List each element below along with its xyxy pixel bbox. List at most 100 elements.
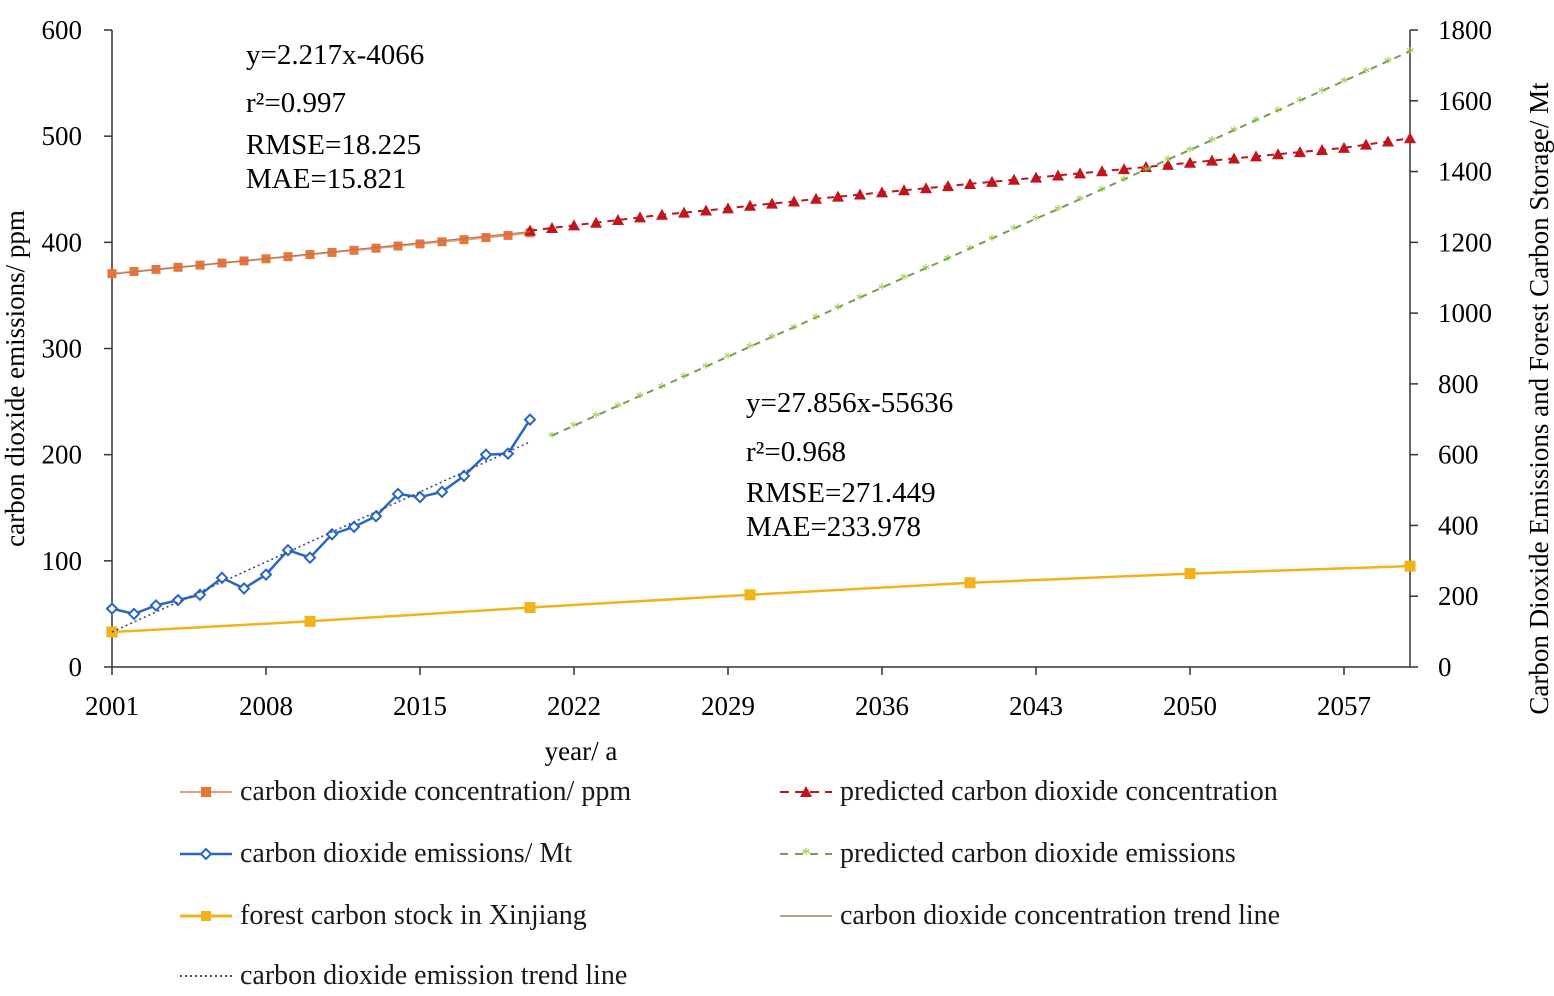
chart-svg: 0 100 200 300 400 500 600 0 200 400 600 800 1000 1200… [0, 15, 1554, 766]
data-point [810, 192, 822, 204]
x-tick-label: 2008 [239, 691, 293, 721]
data-point [393, 241, 403, 251]
data-point: * [548, 428, 557, 447]
data-point: * [1076, 191, 1085, 210]
data-point [349, 245, 359, 255]
series-line-2 [111, 418, 532, 616]
data-point: * [724, 349, 733, 368]
data-point: * [1208, 132, 1217, 151]
data-point [1316, 143, 1328, 155]
data-point [1008, 173, 1020, 185]
data-point [415, 239, 425, 249]
data-point: * [1054, 201, 1063, 220]
legend-item-predicted-concentration: predicted carbon dioxide concentration [778, 772, 1278, 812]
data-point [876, 186, 888, 198]
legend-label-predicted-emissions: predicted carbon dioxide emissions [840, 838, 1236, 869]
legend-label-forest: forest carbon stock in Xinjiang [240, 900, 587, 931]
axes: 0 100 200 300 400 500 600 0 200 400 600 800 1000 1200… [0, 15, 1554, 766]
data-point [371, 243, 381, 253]
data-point: * [790, 319, 799, 338]
data-point: * [900, 270, 909, 289]
data-point: * [1098, 181, 1107, 200]
data-point: * [1406, 43, 1415, 62]
x-tick-label: 2043 [1009, 691, 1063, 721]
data-point [766, 197, 778, 209]
data-point [1140, 160, 1152, 172]
data-point: * [878, 280, 887, 299]
data-point [1294, 146, 1306, 158]
data-point: * [1164, 152, 1173, 171]
data-point: * [1362, 63, 1371, 82]
y-axis-right-title: Carbon Dioxide Emissions and Forest Carb… [1524, 82, 1554, 715]
data-point [1096, 165, 1108, 177]
data-point: * [1340, 73, 1349, 92]
data-point [259, 568, 273, 582]
data-point [898, 184, 910, 196]
data-point [744, 199, 756, 211]
x-tick-label: 2001 [85, 691, 139, 721]
x-tick-label: 2057 [1317, 691, 1371, 721]
x-tick-label: 2022 [547, 691, 601, 721]
legend-item-concentration: carbon dioxide concentration/ ppm [178, 772, 631, 812]
legend-item-emission-trend: carbon dioxide emission trend line [178, 956, 627, 996]
data-point [347, 520, 361, 534]
x-tick-label: 2036 [855, 691, 909, 721]
data-point: * [768, 329, 777, 348]
data-point [437, 237, 447, 247]
data-point: * [746, 339, 755, 358]
legend-swatch-forest [180, 911, 232, 921]
y-left-tick-label: 400 [42, 227, 83, 257]
chart-marks: * * * * * * * * * * * * * * * * * * * * * * * * * * * * * * * * * * * * * * * * [105, 43, 1416, 638]
data-point: * [1296, 92, 1305, 111]
data-point [722, 202, 734, 214]
y-left-tick-label: 0 [69, 652, 83, 682]
data-point [127, 607, 141, 621]
y-right-tick-label: 1000 [1438, 298, 1492, 328]
data-point [1162, 158, 1174, 170]
series-line-5 [111, 231, 531, 275]
data-point [744, 589, 756, 601]
annotation-concentration-equation: y=2.217x-4066 [246, 39, 424, 71]
data-point [700, 204, 712, 216]
data-point: * [570, 418, 579, 437]
annotation-concentration-r2: r²=0.997 [246, 87, 346, 119]
data-point [942, 180, 954, 192]
legend-item-predicted-emissions: * predicted carbon dioxide emissions [778, 834, 1236, 874]
data-point: * [1142, 161, 1151, 180]
data-point [1074, 167, 1086, 179]
x-axis-title: year/ a [545, 736, 618, 766]
data-point [193, 588, 207, 602]
data-point [1206, 154, 1218, 166]
data-point [459, 235, 469, 245]
data-point: * [834, 299, 843, 318]
annotation-emission-r2: r²=0.968 [746, 436, 846, 468]
data-point [501, 447, 515, 461]
data-point [524, 602, 536, 614]
data-point [920, 182, 932, 194]
data-point [524, 224, 536, 236]
data-point [964, 577, 976, 589]
data-point [1360, 138, 1372, 150]
data-point: * [1384, 53, 1393, 72]
data-point: * [1032, 211, 1041, 230]
data-point [435, 485, 449, 499]
data-point [964, 177, 976, 189]
data-point: * [988, 230, 997, 249]
y-left-tick-label: 200 [42, 440, 83, 470]
legend-item-emissions: carbon dioxide emissions/ Mt [178, 834, 572, 874]
data-point: * [614, 398, 623, 417]
y-right-tick-label: 600 [1438, 440, 1479, 470]
data-point [1382, 135, 1394, 147]
x-tick-label: 2050 [1163, 691, 1217, 721]
series-4 [106, 560, 1416, 638]
series-line-6 [111, 441, 531, 633]
y-left-tick-label: 300 [42, 334, 83, 364]
data-point [479, 448, 493, 462]
data-point [503, 230, 513, 240]
legend-item-forest: forest carbon stock in Xinjiang [178, 896, 587, 936]
data-point [237, 582, 251, 595]
data-point: * [944, 250, 953, 269]
data-point [832, 190, 844, 202]
y-axis-left-title: carbon dioxide emissions/ ppm [0, 210, 30, 547]
data-point [612, 214, 624, 226]
